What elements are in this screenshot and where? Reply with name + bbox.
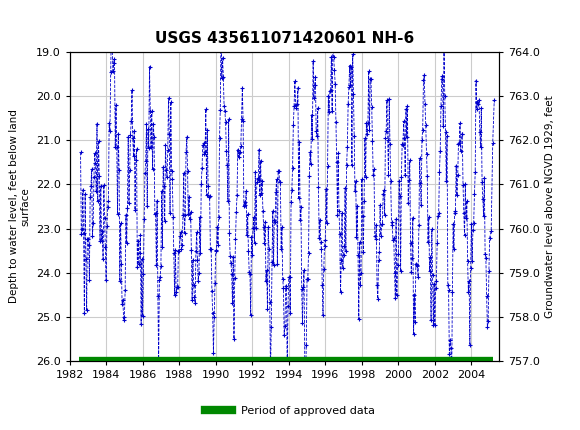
Text: ❖USGS: ❖USGS: [12, 6, 89, 26]
Y-axis label: Depth to water level, feet below land
surface: Depth to water level, feet below land su…: [9, 110, 30, 303]
Y-axis label: Groundwater level above NGVD 1929, feet: Groundwater level above NGVD 1929, feet: [545, 95, 555, 318]
Legend: Period of approved data: Period of approved data: [200, 401, 380, 420]
Title: USGS 435611071420601 NH-6: USGS 435611071420601 NH-6: [155, 31, 414, 46]
